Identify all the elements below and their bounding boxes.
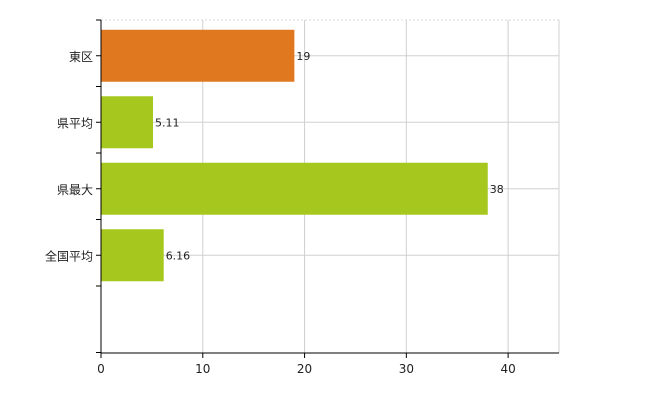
data-label: 5.11	[155, 116, 180, 129]
bar	[101, 29, 295, 82]
data-label: 6.16	[166, 249, 191, 262]
bar	[101, 162, 488, 215]
data-label: 38	[490, 183, 504, 196]
category-label: 県平均	[57, 116, 93, 130]
bar	[101, 96, 154, 149]
data-label: 19	[296, 50, 310, 63]
x-tick-label: 20	[297, 362, 312, 376]
x-tick-label: 10	[195, 362, 210, 376]
category-label: 全国平均	[45, 248, 93, 263]
axes	[96, 19, 559, 358]
category-label: 東区	[69, 50, 93, 64]
bars	[101, 29, 488, 282]
bar	[101, 229, 164, 282]
x-tick-label: 40	[500, 362, 515, 376]
category-label: 県最大	[57, 183, 93, 197]
x-tick-label: 0	[97, 362, 105, 376]
x-tick-label: 30	[399, 362, 414, 376]
